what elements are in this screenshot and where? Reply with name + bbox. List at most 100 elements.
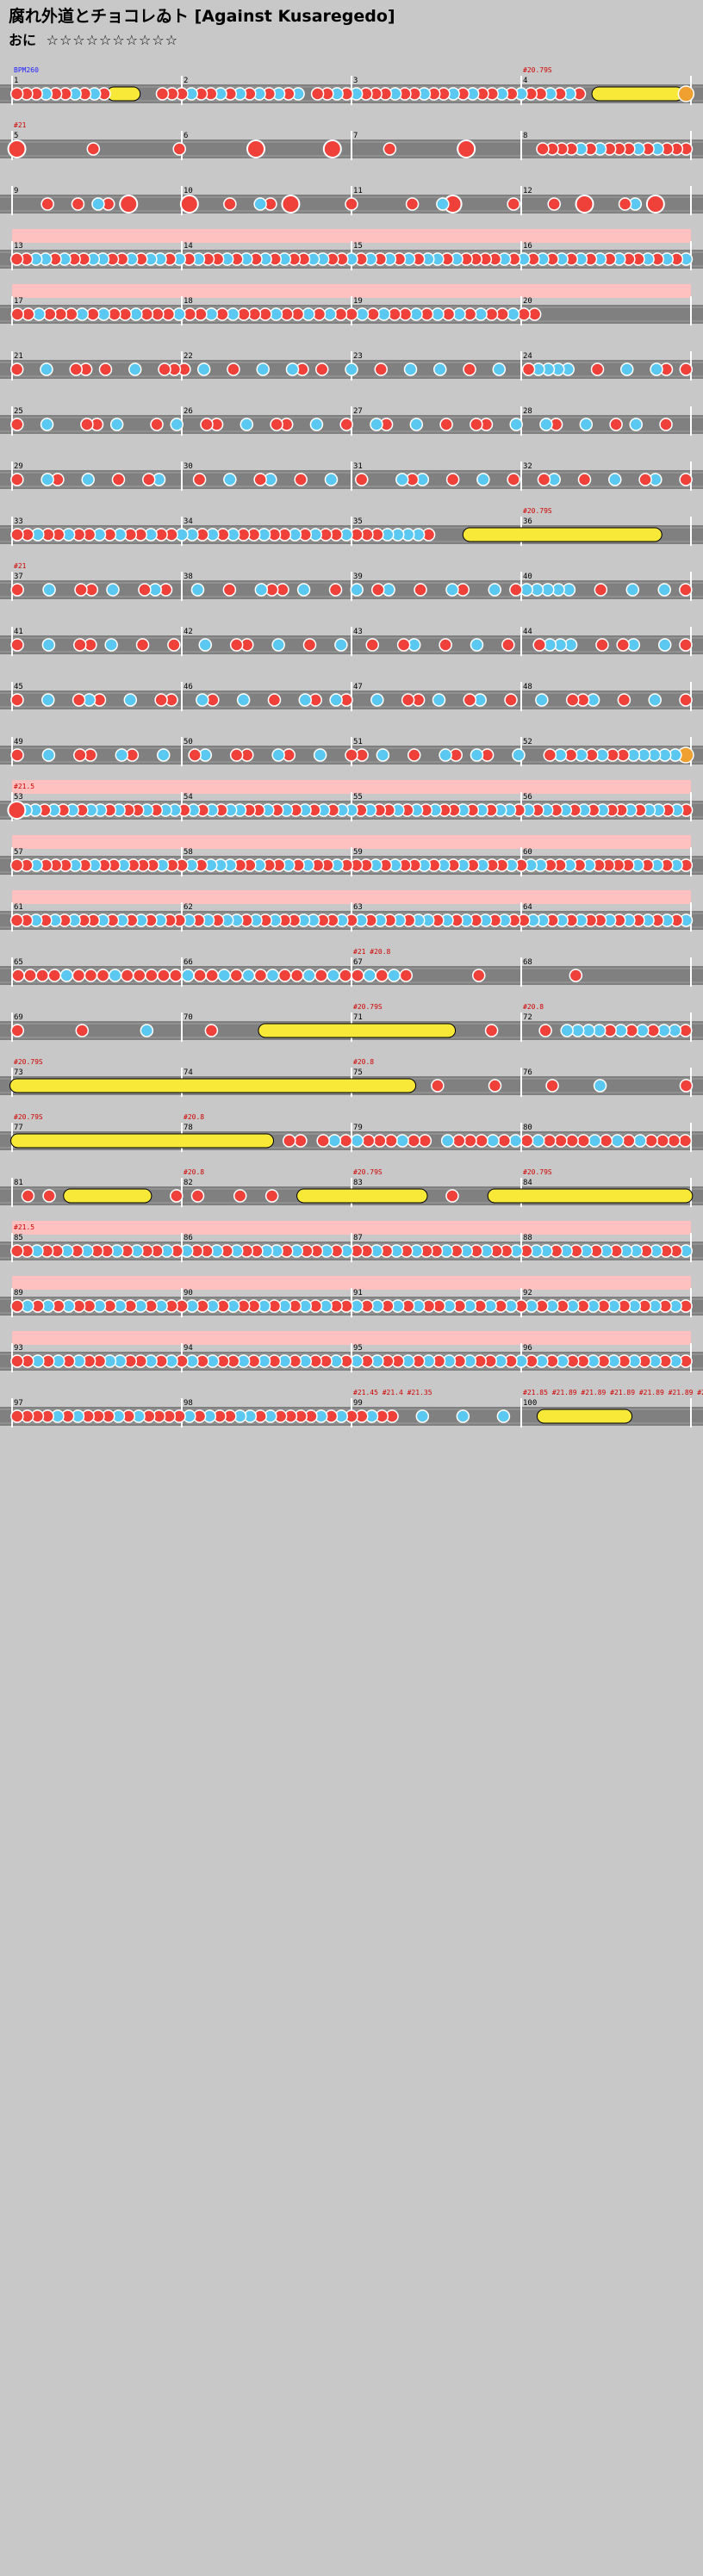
- ka-note: [298, 693, 313, 707]
- course-line: おに ☆☆☆☆☆☆☆☆☆☆: [9, 28, 178, 49]
- big-don-note: [457, 139, 476, 158]
- ka-note: [440, 1134, 455, 1148]
- measure-number: 60: [523, 848, 532, 857]
- ka-note: [432, 693, 446, 707]
- don-note: [509, 583, 523, 597]
- measure-number: 25: [14, 407, 23, 416]
- don-note: [577, 473, 592, 486]
- measure-number: 100: [523, 1399, 537, 1408]
- ka-note: [403, 362, 418, 376]
- don-note: [75, 1024, 90, 1037]
- measure-number: 19: [353, 297, 363, 306]
- ka-note: [265, 969, 280, 982]
- don-note: [10, 1244, 24, 1258]
- don-note: [150, 418, 164, 431]
- don-note: [145, 969, 159, 982]
- ka-note: [196, 362, 211, 376]
- don-note: [40, 197, 54, 211]
- tempo-marker: #20.8: [184, 1113, 204, 1121]
- ka-note: [370, 418, 383, 431]
- big-don-note: [645, 195, 665, 214]
- measure-number: 62: [184, 903, 193, 912]
- ka-note: [128, 362, 142, 376]
- don-note: [418, 1134, 432, 1148]
- don-note: [155, 87, 170, 101]
- ka-note: [629, 418, 644, 431]
- don-note: [270, 418, 283, 431]
- ka-note: [610, 1134, 625, 1148]
- don-note: [384, 1134, 398, 1148]
- measure-number: 44: [523, 628, 532, 636]
- don-note: [365, 638, 379, 652]
- ka-note: [363, 969, 376, 982]
- measure-number: 96: [523, 1344, 532, 1353]
- measure-number: 49: [14, 738, 23, 746]
- tempo-marker: #20.79S: [523, 507, 552, 515]
- ka-note: [470, 638, 484, 652]
- measure-number: 6: [184, 132, 188, 140]
- don-note: [10, 583, 24, 597]
- tempo-marker: #21.5: [14, 1223, 34, 1231]
- measure-number: 14: [184, 242, 193, 251]
- measure-number: 95: [353, 1344, 363, 1353]
- don-note: [302, 638, 317, 652]
- ka-note: [608, 473, 622, 486]
- ka-note: [324, 473, 339, 486]
- ka-note: [309, 418, 324, 431]
- ka-note: [470, 748, 484, 762]
- ka-note: [181, 969, 195, 982]
- ka-note: [370, 693, 384, 707]
- ka-note: [115, 748, 129, 762]
- tempo-marker: #20.79S: [353, 1168, 383, 1176]
- ka-note: [387, 969, 401, 982]
- measure-number: 93: [14, 1344, 23, 1353]
- ka-note: [140, 1024, 154, 1037]
- ka-note: [395, 473, 409, 486]
- measure-number: 70: [184, 1013, 193, 1022]
- don-note: [233, 1189, 247, 1203]
- don-note: [532, 638, 546, 652]
- don-note: [565, 1134, 579, 1148]
- measure-number: 10: [184, 187, 193, 195]
- don-note: [554, 1134, 568, 1148]
- ka-note: [240, 418, 254, 431]
- don-note: [470, 418, 483, 431]
- don-note: [345, 748, 358, 762]
- ka-note: [256, 362, 270, 376]
- don-note: [463, 693, 477, 707]
- don-note: [609, 418, 623, 431]
- ka-note: [285, 362, 300, 376]
- don-note: [229, 969, 244, 982]
- drumroll-note: [536, 1409, 633, 1424]
- ka-note: [296, 583, 311, 597]
- don-note: [328, 583, 343, 597]
- don-note: [10, 528, 24, 542]
- ka-note: [41, 748, 56, 762]
- don-note: [475, 1134, 488, 1148]
- don-note: [375, 969, 389, 982]
- measure-number: 16: [523, 242, 532, 251]
- gogo-band: [12, 229, 691, 243]
- don-note: [405, 197, 420, 211]
- don-note: [656, 1134, 669, 1148]
- don-note: [644, 1134, 658, 1148]
- don-note: [42, 1189, 56, 1203]
- ka-note: [271, 638, 285, 652]
- ka-note: [223, 473, 237, 486]
- don-note: [294, 1134, 308, 1148]
- don-note: [351, 969, 364, 982]
- don-note: [158, 362, 171, 376]
- measure-number: 22: [184, 352, 193, 361]
- ka-note: [476, 473, 490, 486]
- don-note: [383, 142, 397, 156]
- ka-note: [657, 583, 671, 597]
- measure-number: 82: [184, 1179, 193, 1187]
- measure-number: 89: [14, 1289, 23, 1297]
- measure-number: 29: [14, 462, 23, 471]
- don-note: [679, 362, 694, 376]
- don-note: [10, 1354, 24, 1368]
- ka-note: [415, 1409, 430, 1423]
- don-note: [396, 638, 411, 652]
- ka-note: [539, 418, 553, 431]
- measure-number: 71: [353, 1013, 363, 1022]
